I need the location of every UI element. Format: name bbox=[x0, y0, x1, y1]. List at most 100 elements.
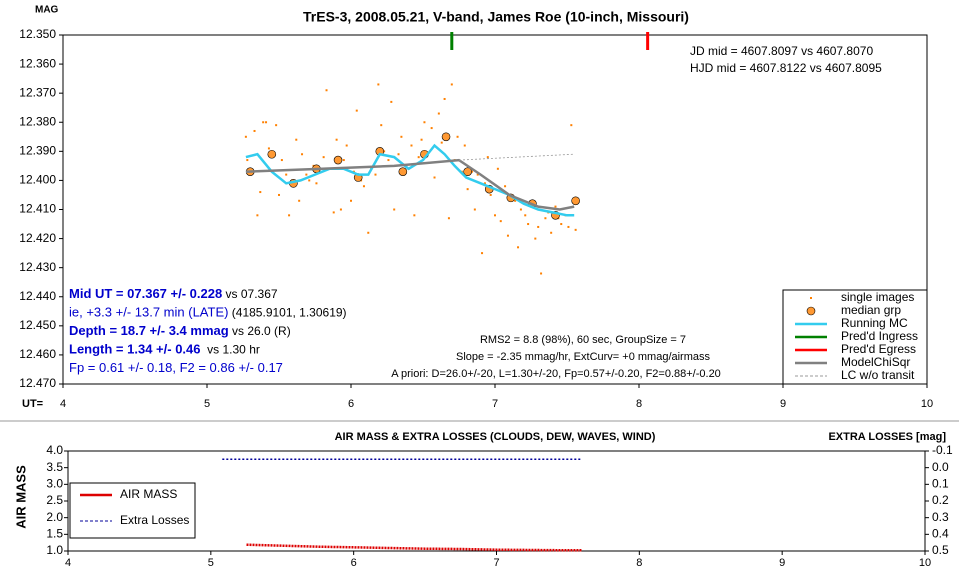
x-tick-label: 6 bbox=[351, 557, 357, 569]
data-point bbox=[473, 208, 476, 211]
data-point bbox=[374, 173, 377, 176]
result-part: Mid UT = 07.367 +/- 0.228 bbox=[69, 286, 222, 301]
result-part: vs 26.0 (R) bbox=[229, 324, 291, 338]
median-point bbox=[463, 167, 472, 176]
median-point bbox=[333, 155, 343, 165]
x-tick-label: 9 bbox=[780, 398, 786, 410]
data-point bbox=[256, 214, 259, 217]
series-line bbox=[245, 158, 575, 211]
data-point bbox=[560, 223, 563, 226]
legend-label: single images bbox=[841, 290, 914, 304]
data-point bbox=[387, 159, 390, 162]
data-point bbox=[288, 214, 291, 217]
data-point bbox=[506, 234, 509, 237]
x-tick-label: 5 bbox=[208, 557, 214, 569]
median-point bbox=[441, 132, 451, 142]
data-point bbox=[447, 217, 450, 220]
data-point bbox=[567, 225, 570, 228]
result-part: (4185.9101, 1.30619) bbox=[228, 306, 346, 320]
data-point bbox=[280, 159, 283, 162]
x-tick-label: 5 bbox=[204, 398, 210, 410]
x-tick-label: 10 bbox=[921, 398, 933, 410]
data-point bbox=[463, 144, 466, 147]
x-tick-label: 4 bbox=[65, 557, 71, 569]
data-point bbox=[499, 220, 502, 223]
legend-label: ModelChiSqr bbox=[841, 355, 910, 369]
y2-tick-label: 0.5 bbox=[932, 543, 949, 557]
stats-text: A priori: D=26.0+/-20, L=1.30+/-20, Fp=0… bbox=[391, 368, 721, 380]
data-point bbox=[433, 176, 436, 179]
median-point bbox=[267, 149, 277, 159]
result-part: ie, +3.3 +/- 13.7 min (LATE) bbox=[69, 305, 228, 320]
legend-label: median grp bbox=[841, 303, 901, 317]
data-point bbox=[483, 182, 486, 185]
data-point bbox=[400, 135, 403, 138]
data-point bbox=[335, 138, 338, 141]
chart-title: AIR MASS & EXTRA LOSSES (CLOUDS, DEW, WA… bbox=[335, 431, 656, 443]
x-tick-label: 7 bbox=[493, 557, 499, 569]
y-tick-label: 3.0 bbox=[46, 477, 63, 491]
legend-label: Extra Losses bbox=[120, 513, 189, 527]
legend-box bbox=[69, 482, 196, 539]
data-point bbox=[390, 100, 393, 103]
data-point bbox=[540, 272, 543, 275]
jd-text: HJD mid = 4607.8122 vs 4607.8095 bbox=[690, 61, 882, 75]
data-point bbox=[423, 121, 426, 124]
data-point bbox=[527, 223, 530, 226]
data-point bbox=[486, 156, 489, 159]
data-point bbox=[295, 138, 298, 141]
y-tick-label: 12.470 bbox=[19, 376, 56, 390]
data-point bbox=[544, 217, 547, 220]
data-point bbox=[440, 141, 443, 144]
data-point bbox=[517, 246, 520, 249]
result-part: Fp = 0.61 +/- 0.18, F2 = 0.86 +/- 0.17 bbox=[69, 360, 283, 375]
data-point bbox=[574, 228, 577, 231]
data-point bbox=[350, 199, 352, 202]
y-tick-label: 12.430 bbox=[19, 260, 56, 274]
x-tick-label: 6 bbox=[348, 398, 354, 410]
data-point bbox=[383, 150, 386, 153]
data-point bbox=[410, 144, 413, 147]
data-point bbox=[550, 231, 553, 234]
legend-label: LC w/o transit bbox=[841, 368, 915, 382]
y-axis-label: AIR MASS bbox=[13, 465, 28, 529]
data-point bbox=[246, 159, 249, 162]
y-tick-label: 12.370 bbox=[19, 85, 56, 99]
result-part: vs 07.367 bbox=[222, 287, 278, 301]
y-tick-label: 12.350 bbox=[19, 27, 56, 41]
result-text: Length = 1.34 +/- 0.46 vs 1.30 hr bbox=[69, 342, 260, 357]
x-tick-label: 8 bbox=[636, 557, 642, 569]
data-point bbox=[278, 193, 280, 196]
data-point bbox=[393, 208, 396, 211]
data-point bbox=[253, 129, 256, 132]
y2-tick-label: 0.2 bbox=[932, 493, 949, 507]
legend-label: AIR MASS bbox=[120, 487, 177, 501]
x-tick-label: 8 bbox=[636, 398, 642, 410]
y-tick-label: 2.0 bbox=[46, 510, 63, 524]
data-point bbox=[397, 153, 400, 156]
x-tick-label: 7 bbox=[492, 398, 498, 410]
median-point bbox=[571, 196, 580, 206]
data-point bbox=[305, 173, 308, 176]
data-point bbox=[285, 173, 288, 176]
result-text: Fp = 0.61 +/- 0.18, F2 = 0.86 +/- 0.17 bbox=[69, 360, 283, 375]
data-point bbox=[267, 147, 270, 150]
data-point bbox=[481, 252, 484, 255]
stats-text: Slope = -2.35 mmag/hr, ExtCurv= +0 mmag/… bbox=[456, 351, 711, 363]
data-point bbox=[554, 205, 557, 208]
y-tick-label: 2.5 bbox=[46, 493, 63, 507]
data-point bbox=[476, 173, 479, 176]
series-line bbox=[458, 153, 575, 161]
data-point bbox=[496, 167, 499, 170]
y-tick-label: 12.410 bbox=[19, 202, 56, 216]
data-point bbox=[519, 208, 522, 211]
data-point bbox=[265, 121, 268, 124]
result-text: Mid UT = 07.367 +/- 0.228 vs 07.367 bbox=[69, 286, 278, 301]
y-tick-label: 12.420 bbox=[19, 231, 56, 245]
y-tick-label: 4.0 bbox=[46, 443, 63, 457]
result-part: Depth = 18.7 +/- 3.4 mmag bbox=[69, 323, 229, 338]
data-point bbox=[380, 124, 383, 127]
data-point bbox=[456, 135, 459, 138]
